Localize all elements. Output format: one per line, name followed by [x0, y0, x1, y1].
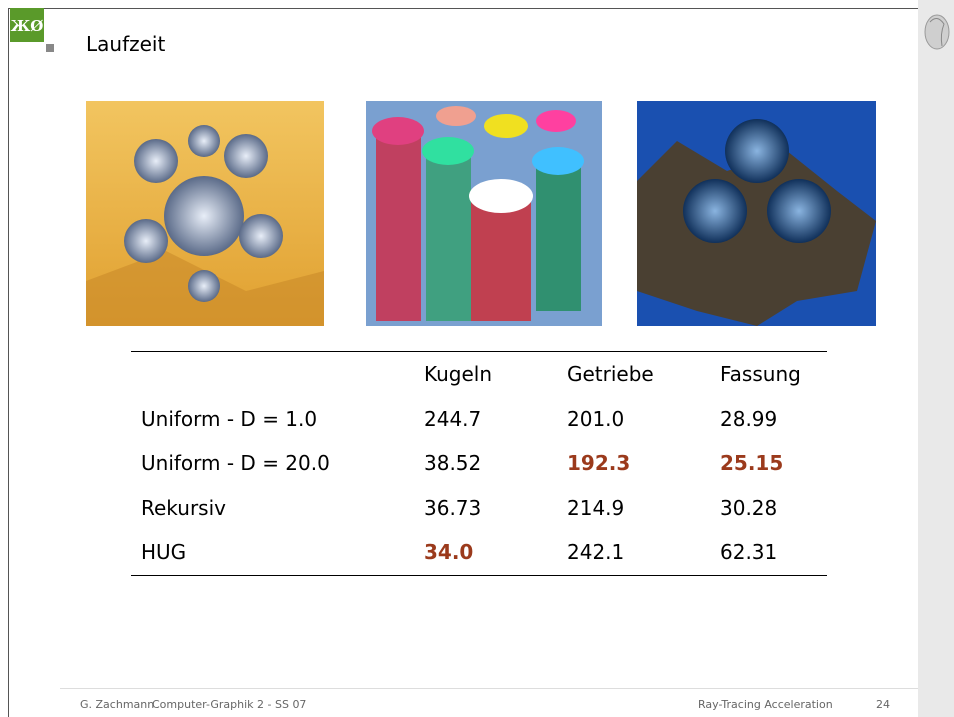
svg-text:ЖØ: ЖØ [11, 17, 44, 35]
cell: 25.15 [720, 451, 784, 476]
row-label: Rekursiv [141, 495, 226, 520]
image-setting [637, 101, 876, 326]
runtime-table: Kugeln Getriebe Fassung Uniform - D = 1.0 24… [131, 351, 827, 576]
cell: 28.99 [720, 406, 778, 431]
cell: 242.1 [567, 540, 625, 565]
cell: 201.0 [567, 406, 625, 431]
table-row: Uniform - D = 1.0 244.7 201.0 28.99 [131, 397, 827, 442]
image-gears [366, 101, 602, 326]
column-header [131, 352, 424, 397]
side-strip [918, 0, 954, 717]
slide-title: Laufzeit [86, 32, 166, 56]
logo: ЖØ [10, 8, 54, 52]
footer-topic: Ray-Tracing Acceleration [698, 698, 833, 711]
table-row: Uniform - D = 20.0 38.52 192.3 25.15 [131, 441, 827, 486]
image-spheres [86, 101, 324, 326]
cell: 38.52 [424, 451, 482, 476]
column-header: Kugeln [424, 362, 493, 387]
cell: 192.3 [567, 451, 631, 476]
cell: 214.9 [567, 495, 625, 520]
footer-page: 24 [876, 698, 890, 711]
column-header: Fassung [720, 362, 801, 387]
header-row: Kugeln Getriebe Fassung [131, 352, 827, 397]
frame-left [8, 8, 9, 717]
footer-course: Computer-Graphik 2 - SS 07 [152, 698, 307, 711]
footer-line [60, 688, 918, 689]
table-row: HUG 34.0 242.1 62.31 [131, 530, 827, 575]
table-row: Rekursiv 36.73 214.9 30.28 [131, 486, 827, 531]
cell: 62.31 [720, 540, 778, 565]
row-label: Uniform - D = 20.0 [141, 451, 330, 476]
row-label: Uniform - D = 1.0 [141, 406, 318, 431]
cell: 244.7 [424, 406, 482, 431]
portrait-icon [924, 14, 950, 50]
footer-author: G. Zachmann [80, 698, 155, 711]
frame-top [8, 8, 918, 9]
cell: 36.73 [424, 495, 482, 520]
column-header: Getriebe [567, 362, 654, 387]
cell: 30.28 [720, 495, 778, 520]
row-label: HUG [141, 540, 187, 565]
cell: 34.0 [424, 540, 474, 565]
